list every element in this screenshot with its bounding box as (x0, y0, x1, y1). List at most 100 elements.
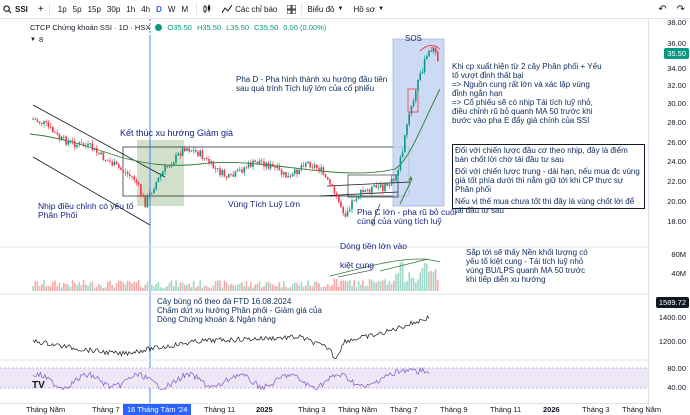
candle-body (397, 170, 399, 176)
candle-body (351, 200, 353, 210)
templates-button[interactable] (282, 0, 301, 19)
price-axis[interactable]: 38.00 36.00 34.00 32.00 30.00 28.00 26.0… (648, 18, 690, 415)
candle-body (364, 190, 366, 193)
timeframe-d[interactable]: D (156, 4, 162, 14)
volume-bar (382, 280, 384, 291)
timeframe-5p[interactable]: 5p (72, 4, 82, 14)
volume-bar (384, 279, 386, 291)
candle-body (373, 185, 375, 187)
volume-bar (184, 285, 186, 291)
layout-menu-button[interactable]: Hồ sơ ▼ (348, 0, 389, 19)
volume-bar (412, 277, 415, 291)
timeframe-m[interactable]: M (181, 4, 189, 14)
timeframe-15p[interactable]: 15p (87, 4, 101, 14)
price-label-34: 34.00 (667, 64, 686, 73)
cham-dut-label: Chấm dứt xu hướng Phân phối - Giảm giá c… (157, 306, 322, 324)
phase-d-zone (392, 38, 445, 207)
timeframe-1h[interactable]: 1h (126, 4, 136, 14)
volume-bar (74, 282, 76, 291)
volume-bar (230, 283, 232, 291)
price-label-22: 22.00 (667, 177, 686, 186)
candle-body (118, 164, 120, 168)
candle-body (309, 161, 311, 168)
symbol-search[interactable]: SSI (0, 0, 33, 19)
candle-body (417, 80, 419, 91)
volume-bar (126, 280, 129, 291)
volume-bar (349, 280, 351, 291)
volume-bar (239, 283, 241, 291)
candle-body (289, 176, 292, 177)
timeframe-1p[interactable]: 1p (57, 4, 67, 14)
volume-bar (102, 287, 105, 291)
volume-bar (329, 286, 331, 291)
volume-bar (41, 284, 43, 291)
volume-bar (401, 261, 404, 291)
candle-body (401, 152, 404, 158)
volume-bar (406, 280, 408, 291)
candle-body (432, 47, 435, 52)
candle-body (283, 171, 285, 175)
candle-body (120, 167, 122, 170)
chart-canvas[interactable] (0, 19, 648, 403)
volume-bar (34, 280, 36, 291)
candle-body (261, 160, 263, 162)
time-label: Tháng 11 (490, 405, 522, 414)
search-icon (3, 4, 12, 13)
volume-bar (261, 287, 263, 291)
chart-type-button[interactable] (197, 0, 217, 19)
indicator-collapse[interactable]: ▼ 8 (30, 35, 43, 44)
volume-bar (362, 280, 364, 291)
plus-icon: + (37, 3, 44, 15)
volume-bar (289, 287, 292, 291)
candle-body (186, 148, 188, 151)
volume-bar (137, 280, 140, 291)
timeframe-4h[interactable]: 4h (141, 4, 151, 14)
timeframe-group: 1p 5p 15p 30p 1h 4h D W M (50, 0, 196, 19)
candle-body (399, 157, 402, 171)
volume-bar (318, 283, 320, 291)
timeframe-w[interactable]: W (167, 4, 176, 14)
indicators-button[interactable]: Các chỉ báo (217, 0, 282, 19)
redo-button[interactable]: ↷ (672, 0, 690, 19)
volume-bar (428, 271, 430, 291)
candle-body (322, 167, 325, 175)
candle-body (164, 166, 166, 172)
volume-bar (236, 284, 239, 291)
volume-bar (397, 273, 399, 291)
volume-bar (390, 283, 393, 291)
volume-bar (283, 281, 285, 291)
candle-body (65, 136, 67, 145)
timeframe-30p[interactable]: 30p (106, 4, 121, 14)
legend[interactable]: CTCP Chứng khoán SSI · 1D · HSX O35.50 H… (30, 23, 326, 32)
candle-body (225, 176, 228, 178)
candle-body (173, 162, 175, 166)
volume-bar (217, 280, 219, 291)
top-arrow (431, 46, 438, 54)
candle-body (47, 122, 50, 127)
price-label-20: 20.00 (667, 197, 686, 206)
chart-pane[interactable]: CTCP Chứng khoán SSI · 1D · HSX O35.50 H… (0, 18, 690, 415)
pha-c-label: Pha C lớn - pha rũ bỏ cuối cùng của vùng… (357, 207, 457, 226)
time-axis[interactable]: Tháng Năm Tháng 7 16 Tháng Tám '24 Tháng… (0, 403, 661, 415)
candle-body (67, 141, 69, 145)
candle-body (239, 169, 241, 171)
chart-menu-button[interactable]: Biểu đồ ▼ (302, 0, 348, 19)
volume-bar (113, 287, 116, 291)
kiet-cung-label: kiệt cung (340, 260, 375, 270)
candle-body (274, 166, 276, 169)
time-label: Tháng Năm (338, 405, 378, 414)
candle-body (91, 143, 94, 151)
tradingview-logo[interactable]: TV (32, 380, 45, 391)
volume-bar (206, 286, 208, 291)
price-label-32: 32.00 (667, 81, 686, 90)
volume-bar (190, 286, 193, 291)
candle-body (331, 184, 333, 186)
volume-bar (327, 284, 329, 291)
volume-bar (371, 279, 373, 291)
undo-button[interactable]: ↶ (653, 0, 671, 19)
candle-body (276, 166, 278, 169)
candle-body (124, 172, 127, 174)
price-label-28: 28.00 (667, 118, 686, 127)
compare-button[interactable]: + (33, 0, 49, 19)
volume-bar (335, 278, 338, 291)
